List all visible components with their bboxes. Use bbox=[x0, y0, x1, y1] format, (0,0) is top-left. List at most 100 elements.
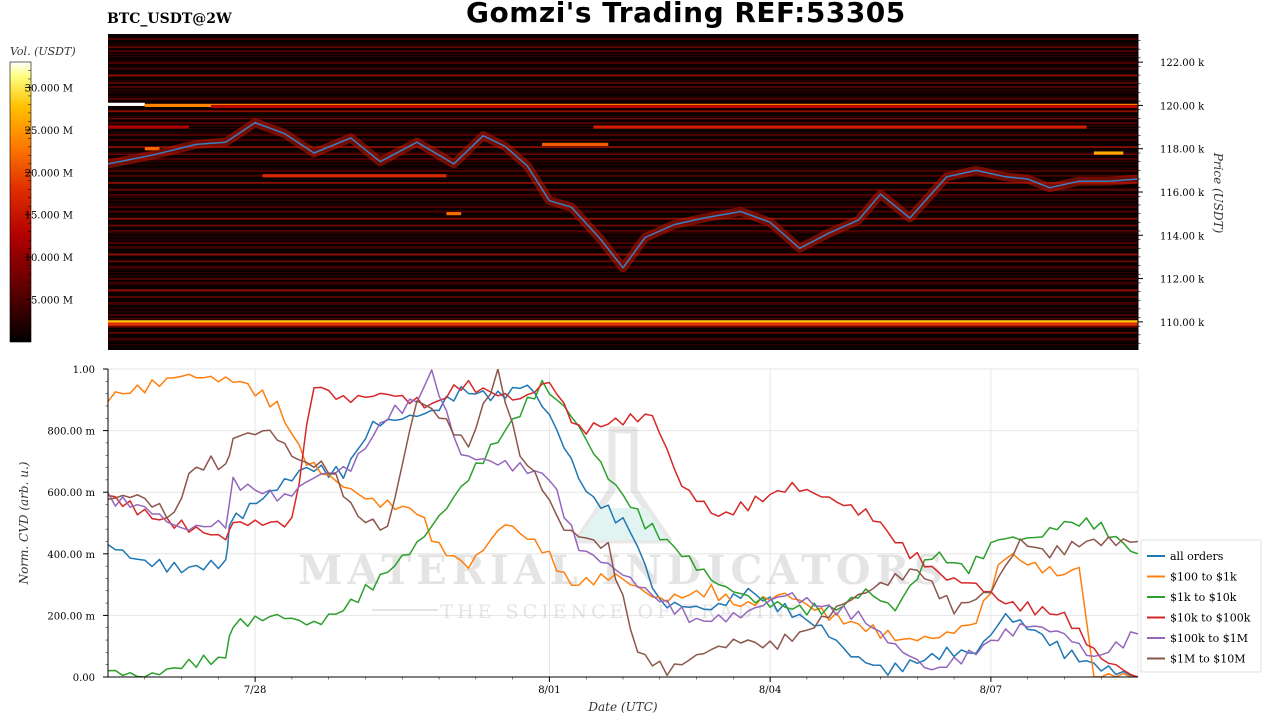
liquidity-level bbox=[542, 142, 609, 146]
cvd-y-tick-label: 1.00 bbox=[73, 365, 95, 376]
legend-label: $1M to $10M bbox=[1170, 653, 1246, 666]
background-band bbox=[108, 110, 1138, 113]
symbol-label: BTC_USDT@2W bbox=[107, 11, 232, 27]
background-band bbox=[108, 74, 1138, 77]
liquidity-level bbox=[446, 212, 462, 216]
background-band bbox=[108, 46, 1138, 48]
background-band bbox=[108, 289, 1138, 291]
series-line bbox=[108, 379, 1138, 677]
liquidity-level bbox=[262, 174, 447, 178]
background-band bbox=[108, 96, 1138, 98]
liquidity-level bbox=[108, 320, 1138, 324]
colorbar-tick-label: 15.000 M bbox=[25, 211, 73, 222]
cvd-y-axis-label: Norm. CVD (arb. u.) bbox=[17, 461, 31, 585]
series-line bbox=[108, 369, 1138, 671]
background-band bbox=[108, 89, 1138, 91]
series-line bbox=[108, 369, 1138, 677]
legend: all orders $100 to $1k $1k to $10k $10k to … bbox=[1140, 539, 1262, 673]
price-axis-label: Price (USDT) bbox=[1211, 152, 1225, 234]
liquidity-level bbox=[211, 104, 1138, 109]
background-band bbox=[108, 232, 1138, 234]
background-band bbox=[108, 253, 1138, 256]
page-title: Gomzi's Trading REF:53305 bbox=[466, 0, 906, 29]
colorbar-tick-label: 20.000 M bbox=[25, 168, 73, 179]
cvd-y-axis: 0.00 200.00 m 400.00 m 600.00 m 800.00 m 1.00 bbox=[47, 365, 108, 684]
legend-items: all orders $100 to $1k $1k to $10k $10k to … bbox=[1147, 550, 1251, 666]
background-band bbox=[108, 82, 1138, 84]
colorbar-gradient bbox=[9, 61, 32, 343]
watermark: MATERIAL INDICATORS THE SCIENCE OF TRADI… bbox=[298, 426, 948, 623]
cvd-y-tick-label: 600.00 m bbox=[47, 488, 95, 499]
price-tick-label: 116.00 k bbox=[1160, 188, 1205, 199]
background-band bbox=[108, 174, 1138, 177]
price-line-group bbox=[108, 121, 1138, 269]
liquidity-level bbox=[108, 102, 145, 106]
background-band bbox=[108, 217, 1138, 220]
legend-label: all orders bbox=[1170, 550, 1224, 563]
liquidity-level bbox=[144, 147, 160, 151]
heatmap-panel: 122.00 k 120.00 k 118.00 k 116.00 k 114.00 k… bbox=[108, 34, 1225, 350]
background-band bbox=[108, 53, 1138, 56]
legend-box bbox=[1140, 539, 1262, 673]
background-band bbox=[108, 339, 1138, 341]
background-band bbox=[108, 203, 1138, 206]
background-band bbox=[108, 324, 1138, 327]
cvd-series bbox=[108, 369, 1138, 677]
price-line bbox=[108, 121, 1138, 269]
cvd-y-tick-label: 800.00 m bbox=[47, 427, 95, 438]
price-tick-label: 114.00 k bbox=[1160, 231, 1205, 242]
legend-label: $1k to $10k bbox=[1170, 591, 1237, 604]
liquidity-level bbox=[108, 125, 189, 129]
cvd-x-axis-label: Date (UTC) bbox=[587, 700, 657, 714]
cvd-x-tick-label: 7/28 bbox=[244, 685, 266, 696]
background-band bbox=[108, 282, 1138, 284]
price-tick-label: 110.00 k bbox=[1160, 318, 1205, 329]
background-band bbox=[108, 210, 1138, 213]
background-band bbox=[108, 239, 1138, 241]
cvd-x-tick-label: 8/01 bbox=[538, 685, 560, 696]
background-band bbox=[108, 274, 1138, 277]
background-band bbox=[108, 224, 1138, 227]
colorbar-ticks: 30.000 M 25.000 M 20.000 M 15.000 M 10.000 M… bbox=[25, 70, 73, 334]
cvd-y-tick-label: 0.00 bbox=[73, 673, 95, 684]
colorbar-tick-label: 5.000 M bbox=[31, 296, 73, 307]
background-band bbox=[108, 160, 1138, 163]
price-tick-label: 112.00 k bbox=[1160, 275, 1205, 286]
liquidity-level bbox=[1093, 151, 1124, 155]
heatmap-background bbox=[108, 34, 1138, 350]
price-tick-label: 120.00 k bbox=[1160, 101, 1205, 112]
cvd-x-tick-label: 8/07 bbox=[980, 685, 1002, 696]
background-band bbox=[108, 317, 1138, 320]
watermark-tagline: THE SCIENCE OF TRADING bbox=[440, 601, 807, 623]
background-band bbox=[108, 167, 1138, 170]
legend-label: $100k to $1M bbox=[1170, 632, 1248, 645]
legend-label: $100 to $1k bbox=[1170, 571, 1237, 584]
series-line bbox=[108, 373, 1138, 677]
background-band bbox=[108, 117, 1138, 120]
series-line bbox=[108, 384, 1138, 677]
background-band bbox=[108, 60, 1138, 63]
background-band bbox=[108, 246, 1138, 248]
background-band bbox=[108, 146, 1138, 148]
liquidity-level bbox=[108, 322, 1138, 326]
liquidity-level bbox=[593, 125, 1087, 129]
background-band bbox=[108, 189, 1138, 191]
background-band bbox=[108, 139, 1138, 141]
cvd-x-tick-label: 8/04 bbox=[759, 685, 781, 696]
background-band bbox=[108, 182, 1138, 184]
cvd-y-tick-label: 200.00 m bbox=[47, 611, 95, 622]
liquidity-levels bbox=[108, 46, 1138, 341]
colorbar: Vol. (USDT) 30.000 M 25.000 M 20.000 M 15.0… bbox=[9, 45, 76, 343]
flask-fill bbox=[578, 508, 668, 540]
price-tick-label: 118.00 k bbox=[1160, 145, 1205, 156]
legend-label: $10k to $100k bbox=[1170, 612, 1251, 625]
colorbar-tick-label: 30.000 M bbox=[25, 83, 73, 94]
background-band bbox=[108, 310, 1138, 313]
cvd-y-tick-label: 400.00 m bbox=[47, 550, 95, 561]
cvd-panel: MATERIAL INDICATORS THE SCIENCE OF TRADI… bbox=[17, 365, 1262, 714]
background-band bbox=[108, 153, 1138, 156]
watermark-brand: MATERIAL INDICATORS bbox=[298, 547, 948, 594]
colorbar-tick-label: 25.000 M bbox=[25, 126, 73, 137]
